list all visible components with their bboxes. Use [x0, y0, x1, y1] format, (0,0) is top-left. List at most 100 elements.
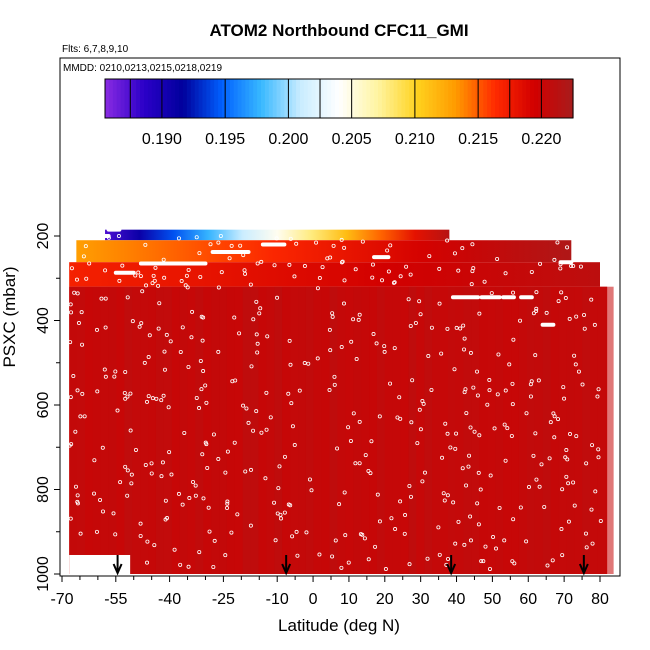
- sample-point: [216, 240, 221, 245]
- sample-point: [255, 341, 260, 346]
- colorbar-swatch: [307, 79, 313, 118]
- sample-point: [339, 345, 344, 350]
- x-tick-label: 40: [448, 591, 466, 608]
- sample-point: [306, 361, 311, 366]
- sample-point: [162, 367, 167, 372]
- sample-point: [439, 351, 444, 356]
- sample-point: [595, 394, 600, 399]
- sample-point: [357, 419, 362, 424]
- data-cell: [432, 286, 441, 574]
- sample-point: [342, 245, 347, 250]
- sample-point: [265, 334, 270, 339]
- sample-point: [341, 301, 346, 306]
- sample-point: [461, 323, 466, 328]
- sample-point: [443, 421, 448, 426]
- sample-point: [140, 289, 145, 294]
- sample-point: [421, 401, 426, 406]
- data-cell: [400, 286, 409, 574]
- sample-point: [538, 261, 543, 266]
- sample-point: [462, 336, 467, 341]
- sample-point: [398, 416, 403, 421]
- data-cell: [69, 286, 78, 574]
- sample-point: [75, 493, 80, 498]
- sample-point: [238, 243, 243, 248]
- sample-point: [383, 567, 388, 572]
- sample-point: [251, 317, 256, 322]
- colorbar-swatch: [190, 79, 196, 118]
- sample-point: [502, 422, 507, 427]
- sample-point: [204, 400, 209, 405]
- sample-point: [320, 265, 325, 270]
- sample-point: [292, 443, 297, 448]
- colorbar-swatch: [218, 79, 223, 118]
- sample-point: [545, 563, 550, 568]
- sample-point: [200, 452, 205, 457]
- sample-point: [183, 283, 188, 288]
- colorbar-swatch: [323, 79, 328, 118]
- sample-point: [479, 559, 484, 564]
- data-cell: [116, 286, 125, 574]
- colorbar-swatch: [362, 79, 367, 118]
- data-cell: [211, 286, 220, 574]
- sample-point: [462, 542, 467, 547]
- sample-point: [357, 312, 362, 317]
- colorbar-swatch: [245, 79, 250, 118]
- colorbar-swatch: [346, 79, 352, 118]
- sample-point: [199, 387, 204, 392]
- sample-point: [75, 388, 80, 393]
- sample-point: [161, 257, 166, 262]
- colorbar-swatch: [144, 79, 149, 118]
- sample-point: [205, 465, 210, 470]
- data-cell: [589, 286, 598, 574]
- sample-point: [342, 278, 347, 283]
- data-cell: [542, 286, 551, 574]
- sample-point: [292, 274, 297, 279]
- sample-point: [563, 296, 568, 301]
- sample-point: [255, 350, 260, 355]
- sample-point: [596, 387, 601, 392]
- data-cell: [108, 286, 117, 574]
- colorbar-swatch: [565, 79, 570, 118]
- sample-point: [193, 493, 198, 498]
- sample-point: [417, 407, 422, 412]
- colorbar-swatch: [331, 79, 336, 118]
- sample-point: [152, 278, 157, 283]
- data-cell: [369, 286, 377, 574]
- sample-point: [471, 385, 476, 390]
- sample-point: [518, 318, 523, 323]
- colorbar-swatch: [370, 79, 375, 118]
- colorbar-swatch: [342, 79, 348, 118]
- colorbar-swatch: [179, 79, 184, 118]
- sample-point: [589, 297, 594, 302]
- colorbar-swatch: [280, 79, 285, 118]
- colorbar-swatch: [194, 79, 200, 118]
- colorbar-swatch: [502, 79, 508, 118]
- sample-point: [130, 319, 135, 324]
- sample-point: [445, 238, 450, 243]
- x-tick-label: 20: [376, 591, 394, 608]
- sample-point: [358, 532, 363, 537]
- data-cell: [574, 286, 583, 574]
- sample-point: [237, 331, 242, 336]
- sample-point: [366, 557, 371, 562]
- sample-point: [186, 268, 191, 273]
- sample-point: [531, 311, 536, 316]
- colorbar-swatch: [366, 79, 371, 118]
- sample-point: [391, 280, 396, 285]
- x-axis-label: Latitude (deg N): [278, 616, 400, 635]
- sample-point: [180, 325, 185, 330]
- sample-point: [120, 263, 125, 268]
- colorbar-swatch: [206, 79, 211, 118]
- level-segments: [95, 227, 574, 327]
- sample-point: [156, 326, 161, 331]
- data-cell: [455, 286, 464, 574]
- sample-point: [578, 264, 583, 269]
- sample-point: [259, 430, 264, 435]
- sample-point: [123, 396, 128, 401]
- sample-point: [503, 458, 508, 463]
- sample-point: [371, 332, 376, 337]
- sample-point: [485, 402, 490, 407]
- sample-point: [410, 378, 415, 383]
- sample-point: [275, 295, 280, 300]
- sample-point: [162, 275, 167, 280]
